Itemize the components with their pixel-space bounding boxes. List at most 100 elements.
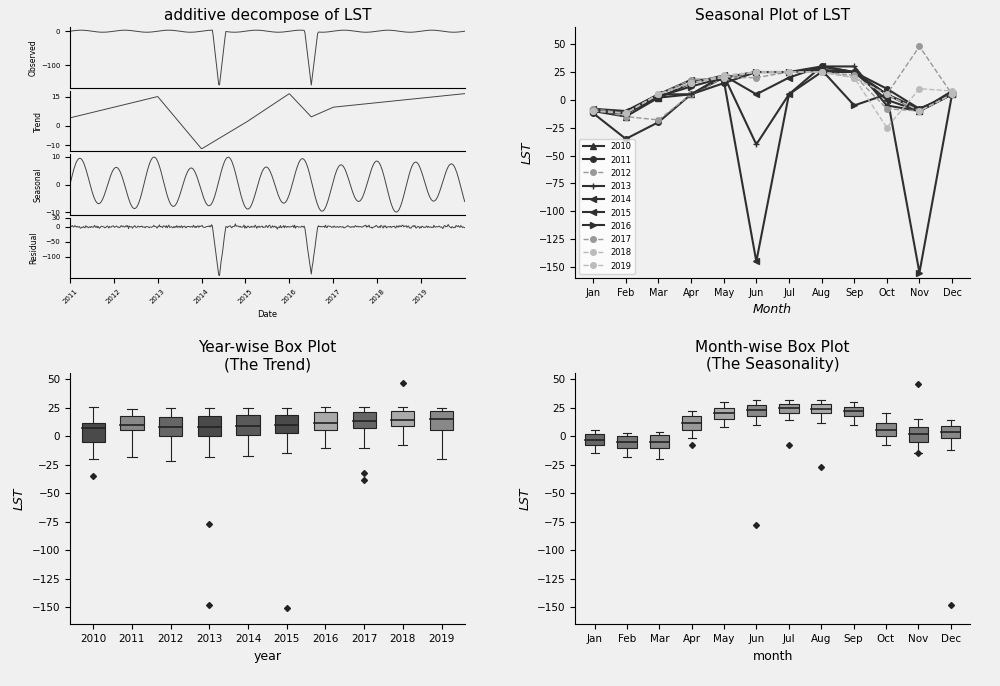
2017 [848,71,860,80]
2011 [620,134,632,143]
2010 [783,68,795,76]
2018 [913,84,925,93]
2013 [848,62,860,71]
2019 [816,68,828,76]
FancyBboxPatch shape [275,414,298,433]
Title: Seasonal Plot of LST: Seasonal Plot of LST [695,8,850,23]
Line: 2019: 2019 [590,69,955,116]
2012 [913,43,925,51]
Y-axis label: LST: LST [520,141,533,164]
Line: 2011: 2011 [590,64,955,142]
Line: 2012: 2012 [590,44,955,123]
2011 [816,62,828,71]
2019 [946,90,958,98]
2012 [946,90,958,98]
FancyBboxPatch shape [585,434,604,445]
X-axis label: Date: Date [257,310,277,320]
2019 [881,90,893,98]
2018 [881,123,893,132]
2017 [816,68,828,76]
2019 [848,73,860,82]
2019 [685,79,697,87]
2016 [750,68,762,76]
2015 [913,107,925,115]
2017 [685,75,697,84]
2012 [718,73,730,82]
2019 [620,109,632,117]
2015 [946,90,958,98]
2010 [750,68,762,76]
2016 [718,73,730,82]
2019 [783,68,795,76]
Title: Year-wise Box Plot
(The Trend): Year-wise Box Plot (The Trend) [198,340,336,372]
2013 [587,105,599,113]
2015 [783,90,795,98]
FancyBboxPatch shape [714,407,734,419]
2014 [816,62,828,71]
2010 [946,90,958,98]
2018 [816,68,828,76]
2011 [652,118,664,126]
2017 [620,109,632,117]
Y-axis label: LST: LST [518,488,531,510]
Title: additive decompose of LST: additive decompose of LST [164,8,371,23]
2011 [946,90,958,98]
2018 [620,109,632,117]
2013 [718,71,730,80]
Y-axis label: Observed: Observed [29,39,38,76]
2011 [881,84,893,93]
2015 [620,107,632,115]
2015 [652,90,664,98]
2012 [620,113,632,121]
2013 [783,90,795,98]
FancyBboxPatch shape [941,426,960,438]
2010 [848,68,860,76]
2011 [750,68,762,76]
2011 [718,79,730,87]
FancyBboxPatch shape [314,412,337,431]
FancyBboxPatch shape [779,404,799,414]
2011 [783,68,795,76]
2012 [685,90,697,98]
2017 [652,90,664,98]
2016 [913,268,925,276]
2013 [750,141,762,149]
2013 [620,109,632,117]
2012 [881,90,893,98]
2013 [913,107,925,115]
2015 [587,105,599,113]
2013 [652,90,664,98]
2014 [620,109,632,117]
2016 [685,82,697,91]
2018 [848,73,860,82]
Line: 2018: 2018 [590,69,955,130]
2014 [946,90,958,98]
2017 [783,68,795,76]
2019 [750,68,762,76]
2015 [881,96,893,104]
Line: 2015: 2015 [590,69,955,264]
2019 [587,107,599,115]
2018 [652,90,664,98]
2011 [848,68,860,76]
2019 [913,107,925,115]
2016 [587,107,599,115]
2015 [718,75,730,84]
Line: 2016: 2016 [590,67,955,275]
2017 [913,107,925,115]
2014 [652,93,664,102]
2013 [946,87,958,95]
2016 [946,90,958,98]
FancyBboxPatch shape [159,417,182,436]
FancyBboxPatch shape [236,414,260,435]
Title: Month-wise Box Plot
(The Seasonality): Month-wise Box Plot (The Seasonality) [695,340,850,372]
2012 [652,116,664,124]
2010 [685,90,697,98]
2013 [881,102,893,110]
2018 [587,107,599,115]
FancyBboxPatch shape [198,416,221,436]
2011 [685,90,697,98]
2014 [750,90,762,98]
2014 [587,107,599,115]
2017 [587,105,599,113]
